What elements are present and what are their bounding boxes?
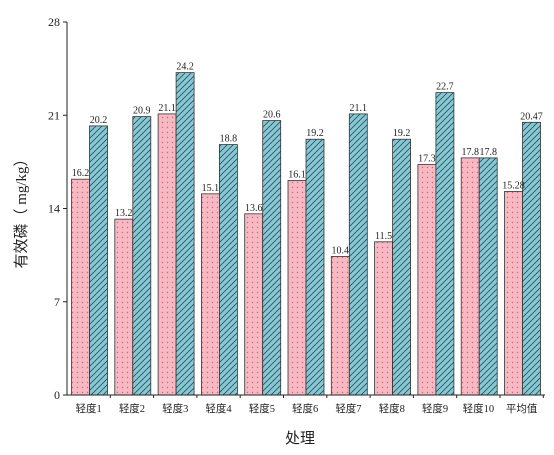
data-label-series2: 22.7 <box>436 82 454 93</box>
x-tick-label: 轻度10 <box>463 402 495 415</box>
data-label-series2: 18.8 <box>220 134 238 145</box>
bar-series2 <box>218 144 238 396</box>
bar-series2 <box>522 121 541 396</box>
x-tick-label: 轻度5 <box>249 402 275 415</box>
data-label-series2: 19.2 <box>306 128 324 139</box>
data-label-series1: 21.1 <box>158 103 176 114</box>
bar-series1 <box>504 191 523 396</box>
x-tick-label: 轻度7 <box>335 402 361 415</box>
bar-series1 <box>374 241 394 396</box>
data-label-series2: 24.2 <box>176 62 194 73</box>
data-label-series1: 16.1 <box>288 170 306 181</box>
data-label-series1: 17.8 <box>461 147 479 158</box>
data-label-series2: 20.9 <box>133 106 151 117</box>
bar-series1 <box>157 113 177 396</box>
data-label-series1: 13.6 <box>245 203 263 214</box>
bar-series2 <box>262 120 282 396</box>
bars-layer <box>71 72 541 396</box>
bar-series1 <box>460 157 480 396</box>
bar-series1 <box>71 178 90 396</box>
bar-series1 <box>287 180 307 396</box>
x-tick-label: 轻度1 <box>76 402 102 415</box>
bar-series1 <box>244 213 264 396</box>
x-tick-label: 轻度9 <box>422 402 448 415</box>
x-tick-label: 轻度2 <box>119 402 145 415</box>
data-label-series1: 17.3 <box>418 154 436 165</box>
y-tick-label: 7 <box>54 295 60 309</box>
x-tick-label: 轻度8 <box>379 402 405 415</box>
data-label-series1: 15.1 <box>202 183 220 194</box>
bar-series2 <box>435 92 455 396</box>
data-label-series2: 20.2 <box>90 115 108 126</box>
data-label-series2: 20.47 <box>520 111 543 122</box>
y-tick-label: 14 <box>48 202 60 216</box>
y-tick-label: 28 <box>48 15 60 29</box>
bar-series1 <box>114 218 134 396</box>
bar-series2 <box>132 116 152 396</box>
x-tick-label: 轻度3 <box>162 402 188 415</box>
data-label-series2: 21.1 <box>350 103 368 114</box>
bar-series2 <box>175 72 195 396</box>
bar-series1 <box>330 256 350 396</box>
x-tick-label: 平均值 <box>506 402 538 415</box>
bar-series1 <box>417 164 437 396</box>
x-tick-label: 轻度6 <box>292 402 318 415</box>
data-label-series2: 17.8 <box>479 147 497 158</box>
data-label-series1: 16.2 <box>72 168 90 179</box>
bar-series2 <box>305 138 325 396</box>
ticks-layer: 0 7 14 21 28 轻度1 轻度2 轻度3 轻度4 轻度5 轻度6 轻度7 轻度8 轻度9 轻度10 平… <box>48 15 544 415</box>
data-labels-layer: 16.2 13.2 21.1 15.1 13.6 16.1 10.4 11.5 17.3 17.8… <box>72 62 543 257</box>
x-axis-title: 处理 <box>285 430 315 447</box>
x-tick-label: 轻度4 <box>205 402 232 415</box>
bar-series1 <box>200 193 220 396</box>
data-label-series1: 15.28 <box>502 180 525 191</box>
data-label-series1: 13.2 <box>115 208 133 219</box>
y-tick-label: 21 <box>48 108 60 122</box>
bar-series2 <box>348 113 368 396</box>
data-label-series2: 20.6 <box>263 110 281 121</box>
y-tick-label: 0 <box>54 388 60 402</box>
data-label-series1: 10.4 <box>332 245 350 256</box>
bar-series2 <box>392 138 412 396</box>
data-label-series1: 11.5 <box>375 231 392 242</box>
data-label-series2: 19.2 <box>393 128 411 139</box>
y-axis-title: 有效磷（ mg/kg） <box>13 151 30 268</box>
bar-series2 <box>89 125 108 396</box>
bar-series2 <box>478 157 498 396</box>
